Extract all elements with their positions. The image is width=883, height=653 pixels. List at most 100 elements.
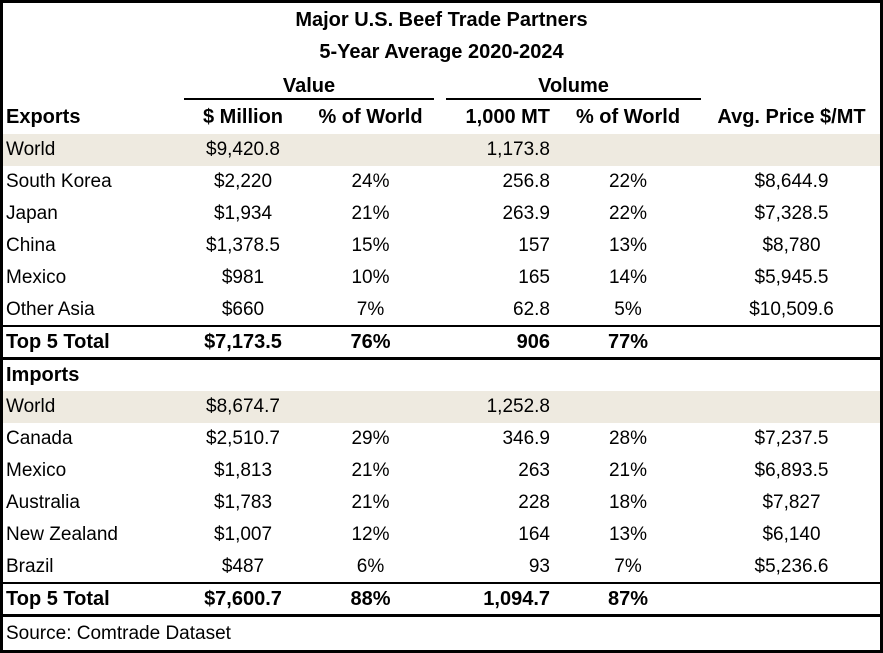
value-million: $1,813 [213, 460, 273, 481]
value-pct: 24% [351, 171, 390, 192]
volume-pct: 14% [608, 267, 648, 288]
country-name: World [6, 396, 56, 417]
source-note: Source: Comtrade Dataset [6, 623, 231, 644]
volume-mt: 164 [518, 524, 550, 545]
source-row: Source: Comtrade Dataset [3, 618, 880, 650]
avg-price: $7,328.5 [754, 203, 829, 224]
avg-price: $6,893.5 [754, 460, 829, 481]
world-row: World $8,674.7 1,252.8 [3, 391, 880, 423]
divider [3, 582, 880, 584]
value-pct: 7% [356, 299, 385, 320]
table-title: Major U.S. Beef Trade Partners [295, 9, 588, 31]
imports-section-label: Imports [6, 364, 80, 386]
avg-price: $10,509.6 [749, 299, 834, 320]
value-pct: 76% [350, 331, 391, 353]
table-row: Other Asia $660 7% 62.8 5% $10,509.6 [3, 294, 880, 326]
value-pct: 29% [351, 428, 390, 449]
volume-pct: 13% [608, 524, 648, 545]
volume-mt: 228 [518, 492, 550, 513]
country-name: Top 5 Total [6, 588, 110, 610]
avg-price: $6,140 [762, 524, 821, 545]
volume-mt: 346.9 [502, 428, 550, 449]
value-million: $1,007 [213, 524, 273, 545]
volume-mt: 1,252.8 [486, 396, 550, 417]
table-row: Australia $1,783 21% 228 18% $7,827 [3, 487, 880, 519]
exports-section-label: Exports [6, 106, 81, 128]
avg-price: $7,237.5 [754, 428, 829, 449]
value-group-header: Value [184, 74, 434, 100]
volume-mt: 263.9 [502, 203, 550, 224]
country-name: Brazil [6, 556, 54, 577]
country-name: Mexico [6, 267, 67, 288]
volume-mt: 1,173.8 [486, 139, 550, 160]
volume-pct: 21% [608, 460, 648, 481]
value-million: $981 [221, 267, 265, 288]
table-subtitle: 5-Year Average 2020-2024 [319, 41, 564, 63]
avg-price: $7,827 [762, 492, 821, 513]
col-header-volume-pct: % of World [575, 106, 681, 128]
volume-mt: 157 [518, 235, 550, 256]
avg-price: $5,945.5 [754, 267, 829, 288]
country-name: Mexico [6, 460, 67, 481]
table-row: Mexico $981 10% 165 14% $5,945.5 [3, 262, 880, 294]
table-row: Japan $1,934 21% 263.9 22% $7,328.5 [3, 198, 880, 230]
country-name: South Korea [6, 171, 112, 192]
imports-section-label-row: Imports [3, 359, 880, 391]
volume-pct: 18% [608, 492, 648, 513]
country-name: Top 5 Total [6, 331, 110, 353]
value-million: $8,674.7 [206, 396, 280, 417]
table-row: South Korea $2,220 24% 256.8 22% $8,644.9 [3, 166, 880, 198]
value-million: $1,783 [213, 492, 273, 513]
value-million: $7,600.7 [204, 588, 282, 610]
volume-mt: 62.8 [513, 299, 550, 320]
volume-mt: 93 [528, 556, 550, 577]
volume-mt: 256.8 [502, 171, 550, 192]
avg-price: $5,236.6 [754, 556, 829, 577]
value-million: $9,420.8 [206, 139, 280, 160]
total-row: Top 5 Total $7,173.5 76% 906 77% [3, 326, 880, 358]
value-million: $1,934 [213, 203, 273, 224]
volume-group-header: Volume [446, 74, 701, 100]
volume-pct: 87% [607, 588, 649, 610]
divider [3, 325, 880, 327]
value-pct: 6% [356, 556, 385, 577]
volume-pct: 5% [614, 299, 642, 320]
value-pct: 12% [351, 524, 390, 545]
value-pct: 10% [351, 267, 390, 288]
column-header-row: Exports $ Million % of World 1,000 MT % … [3, 101, 880, 133]
volume-pct: 77% [607, 331, 649, 353]
volume-mt: 1,094.7 [483, 588, 550, 610]
value-million: $660 [221, 299, 265, 320]
value-million: $7,173.5 [204, 331, 282, 353]
value-pct: 88% [350, 588, 391, 610]
country-name: New Zealand [6, 524, 118, 545]
table-row: China $1,378.5 15% 157 13% $8,780 [3, 230, 880, 262]
col-header-value-million: $ Million [203, 106, 283, 128]
col-header-volume: 1,000 MT [465, 106, 550, 128]
country-name: China [6, 235, 56, 256]
table-row: Brazil $487 6% 93 7% $5,236.6 [3, 551, 880, 583]
table-row: Canada $2,510.7 29% 346.9 28% $7,237.5 [3, 423, 880, 455]
section-divider [3, 357, 880, 360]
value-pct: 21% [351, 492, 390, 513]
table-row: New Zealand $1,007 12% 164 13% $6,140 [3, 519, 880, 551]
world-row: World $9,420.8 1,173.8 [3, 134, 880, 166]
total-row: Top 5 Total $7,600.7 88% 1,094.7 87% [3, 583, 880, 615]
country-name: Canada [6, 428, 73, 449]
country-name: Japan [6, 203, 58, 224]
country-name: Australia [6, 492, 80, 513]
volume-pct: 22% [608, 203, 648, 224]
volume-mt: 165 [518, 267, 550, 288]
avg-price: $8,780 [762, 235, 821, 256]
country-name: World [6, 139, 56, 160]
value-pct: 21% [351, 203, 390, 224]
volume-mt: 906 [516, 331, 550, 353]
table-row: Mexico $1,813 21% 263 21% $6,893.5 [3, 455, 880, 487]
volume-pct: 7% [614, 556, 642, 577]
col-header-avg-price: Avg. Price $/MT [717, 106, 866, 128]
value-million: $2,220 [213, 171, 273, 192]
avg-price: $8,644.9 [754, 171, 829, 192]
volume-mt: 263 [518, 460, 550, 481]
value-pct: 21% [351, 460, 390, 481]
